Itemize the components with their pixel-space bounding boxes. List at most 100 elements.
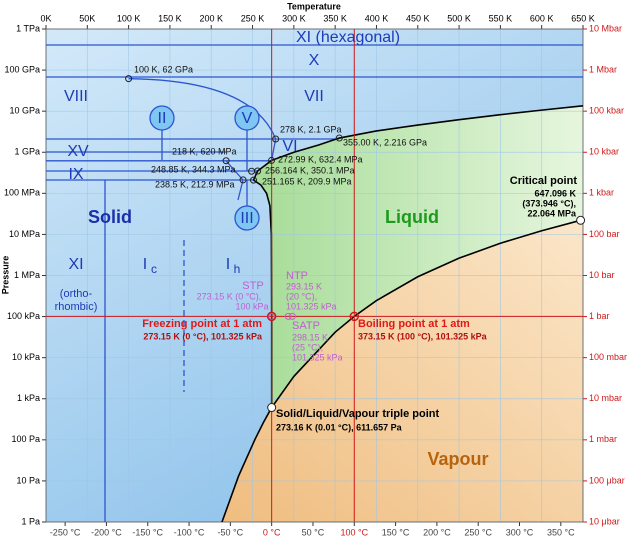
phase-point xyxy=(268,313,276,321)
x2-tick-label: 150 °C xyxy=(382,527,410,537)
y-tick-label: 1 GPa xyxy=(14,147,40,157)
phase-point xyxy=(284,312,292,320)
y-tick-label: 100 GPa xyxy=(4,64,40,74)
phase-boundary xyxy=(221,407,273,522)
y2-tick-label: 100 mbar xyxy=(589,352,627,362)
point-label: Solid/Liquid/Vapour triple point xyxy=(276,408,439,420)
region-label: X xyxy=(309,52,320,69)
point-label: SATP xyxy=(292,320,320,332)
point-label: 293.15 K xyxy=(286,281,322,291)
phase-point xyxy=(349,311,360,322)
point-label: 273.15 K (0 °C), 101.325 kPa xyxy=(143,331,263,341)
point-label: 218 K, 620 MPa xyxy=(172,146,237,156)
point-label: 355.00 K, 2.216 GPa xyxy=(343,137,427,147)
phase-point xyxy=(266,311,277,322)
x-tick-label: 600 K xyxy=(530,13,554,23)
x2-tick-label: 300 °C xyxy=(506,527,534,537)
point-label: 298.15 K xyxy=(292,332,328,342)
point-label: Freezing point at 1 atm xyxy=(142,318,262,330)
x2-tick-label: 0 °C xyxy=(263,527,281,537)
point-label: (373.946 °C), xyxy=(522,198,576,208)
y-tick-label: 1 MPa xyxy=(14,270,40,280)
point-label: 251.165 K, 209.9 MPa xyxy=(262,176,352,186)
point-label: 272.99 K, 632.4 MPa xyxy=(278,154,363,164)
point-label: 647.096 K xyxy=(534,188,576,198)
point-label: 278 K, 2.1 GPa xyxy=(280,124,342,134)
phase-point xyxy=(222,157,230,165)
region-subscript: c xyxy=(151,262,157,276)
y-tick-label: 10 Pa xyxy=(16,475,40,485)
x-tick-label: 400 K xyxy=(365,13,389,23)
ice-boundaries xyxy=(46,44,583,522)
y2-tick-label: 1 kbar xyxy=(589,188,614,198)
region-label: Vapour xyxy=(427,449,488,469)
y2-tick-label: 100 kbar xyxy=(589,106,624,116)
y2-tick-label: 100 μbar xyxy=(589,475,625,485)
region-label: Solid xyxy=(88,207,132,227)
phase-point xyxy=(335,134,343,142)
x2-tick-label: 200 °C xyxy=(423,527,451,537)
y2-tick-label: 10 mbar xyxy=(589,393,622,403)
point-label: 238.5 K, 212.9 MPa xyxy=(155,179,235,189)
x-tick-label: 300 K xyxy=(282,13,306,23)
y2-tick-label: 10 Mbar xyxy=(589,23,622,33)
point-label: (25 °C), xyxy=(292,342,323,352)
vapour-region xyxy=(221,220,583,522)
region-label: XI (hexagonal) xyxy=(296,29,400,46)
point-label: STP xyxy=(242,280,263,292)
phase-point xyxy=(576,215,586,225)
region-label: VII xyxy=(304,88,324,105)
region-label: (ortho- xyxy=(60,288,93,300)
region-label: IX xyxy=(68,166,83,183)
point-label: 101.325 kPa xyxy=(292,352,343,362)
x2-tick-label: -100 °C xyxy=(174,527,205,537)
phase-point xyxy=(254,167,262,175)
y2-tick-label: 10 kbar xyxy=(589,147,619,157)
x-tick-label: 550 K xyxy=(489,13,513,23)
region-label: III xyxy=(240,210,253,227)
phase-point xyxy=(267,403,277,413)
x-tick-label: 650 K xyxy=(571,13,595,23)
region-label: XI xyxy=(68,256,83,273)
y-tick-label: 1 Pa xyxy=(21,516,40,526)
region-label: I xyxy=(143,256,147,273)
y-tick-label: 100 Pa xyxy=(11,434,40,444)
y2-tick-label: 10 bar xyxy=(589,270,615,280)
x-tick-label: 350 K xyxy=(323,13,347,23)
x2-tick-label: -50 °C xyxy=(218,527,244,537)
x-tick-label: 200 K xyxy=(199,13,223,23)
x2-tick-label: 250 °C xyxy=(464,527,492,537)
y2-tick-label: 1 Mbar xyxy=(589,64,617,74)
point-label: 273.15 K (0 °C), xyxy=(197,291,262,301)
region-label: I xyxy=(226,256,230,273)
x2-tick-label: 100 °C xyxy=(340,527,368,537)
x-tick-label: 500 K xyxy=(447,13,471,23)
y2-tick-label: 1 bar xyxy=(589,311,610,321)
phase-point xyxy=(250,176,258,184)
point-label: NTP xyxy=(286,270,308,282)
x-tick-label: 50K xyxy=(79,13,95,23)
y-tick-label: 10 kPa xyxy=(12,352,40,362)
phase-point xyxy=(239,176,247,184)
point-label: 100 K, 62 GPa xyxy=(134,64,193,74)
x2-tick-label: -200 °C xyxy=(91,527,122,537)
point-label: 256.164 K, 350.1 MPa xyxy=(265,165,355,175)
x2-tick-label: -150 °C xyxy=(132,527,163,537)
point-label: 273.16 K (0.01 °C), 611.657 Pa xyxy=(276,422,403,432)
point-label: 373.15 K (100 °C), 101.325 kPa xyxy=(358,331,488,341)
x-tick-label: 450 K xyxy=(406,13,430,23)
x-tick-label: 250 K xyxy=(241,13,265,23)
y-tick-label: 100 MPa xyxy=(4,188,40,198)
x2-tick-label: 350 °C xyxy=(547,527,575,537)
y-tick-label: 10 GPa xyxy=(9,106,40,116)
y-tick-label: 10 MPa xyxy=(9,229,40,239)
x-tick-label: 150 K xyxy=(158,13,182,23)
region-label: II xyxy=(158,110,167,127)
region-label: rhombic) xyxy=(55,301,98,313)
x2-tick-label: -250 °C xyxy=(50,527,81,537)
y-tick-label: 1 TPa xyxy=(16,23,40,33)
point-label: Critical point xyxy=(510,175,578,187)
region-label: VIII xyxy=(64,88,88,105)
point-label: 101.325 kPa xyxy=(286,301,337,311)
plot-frame xyxy=(45,28,584,523)
